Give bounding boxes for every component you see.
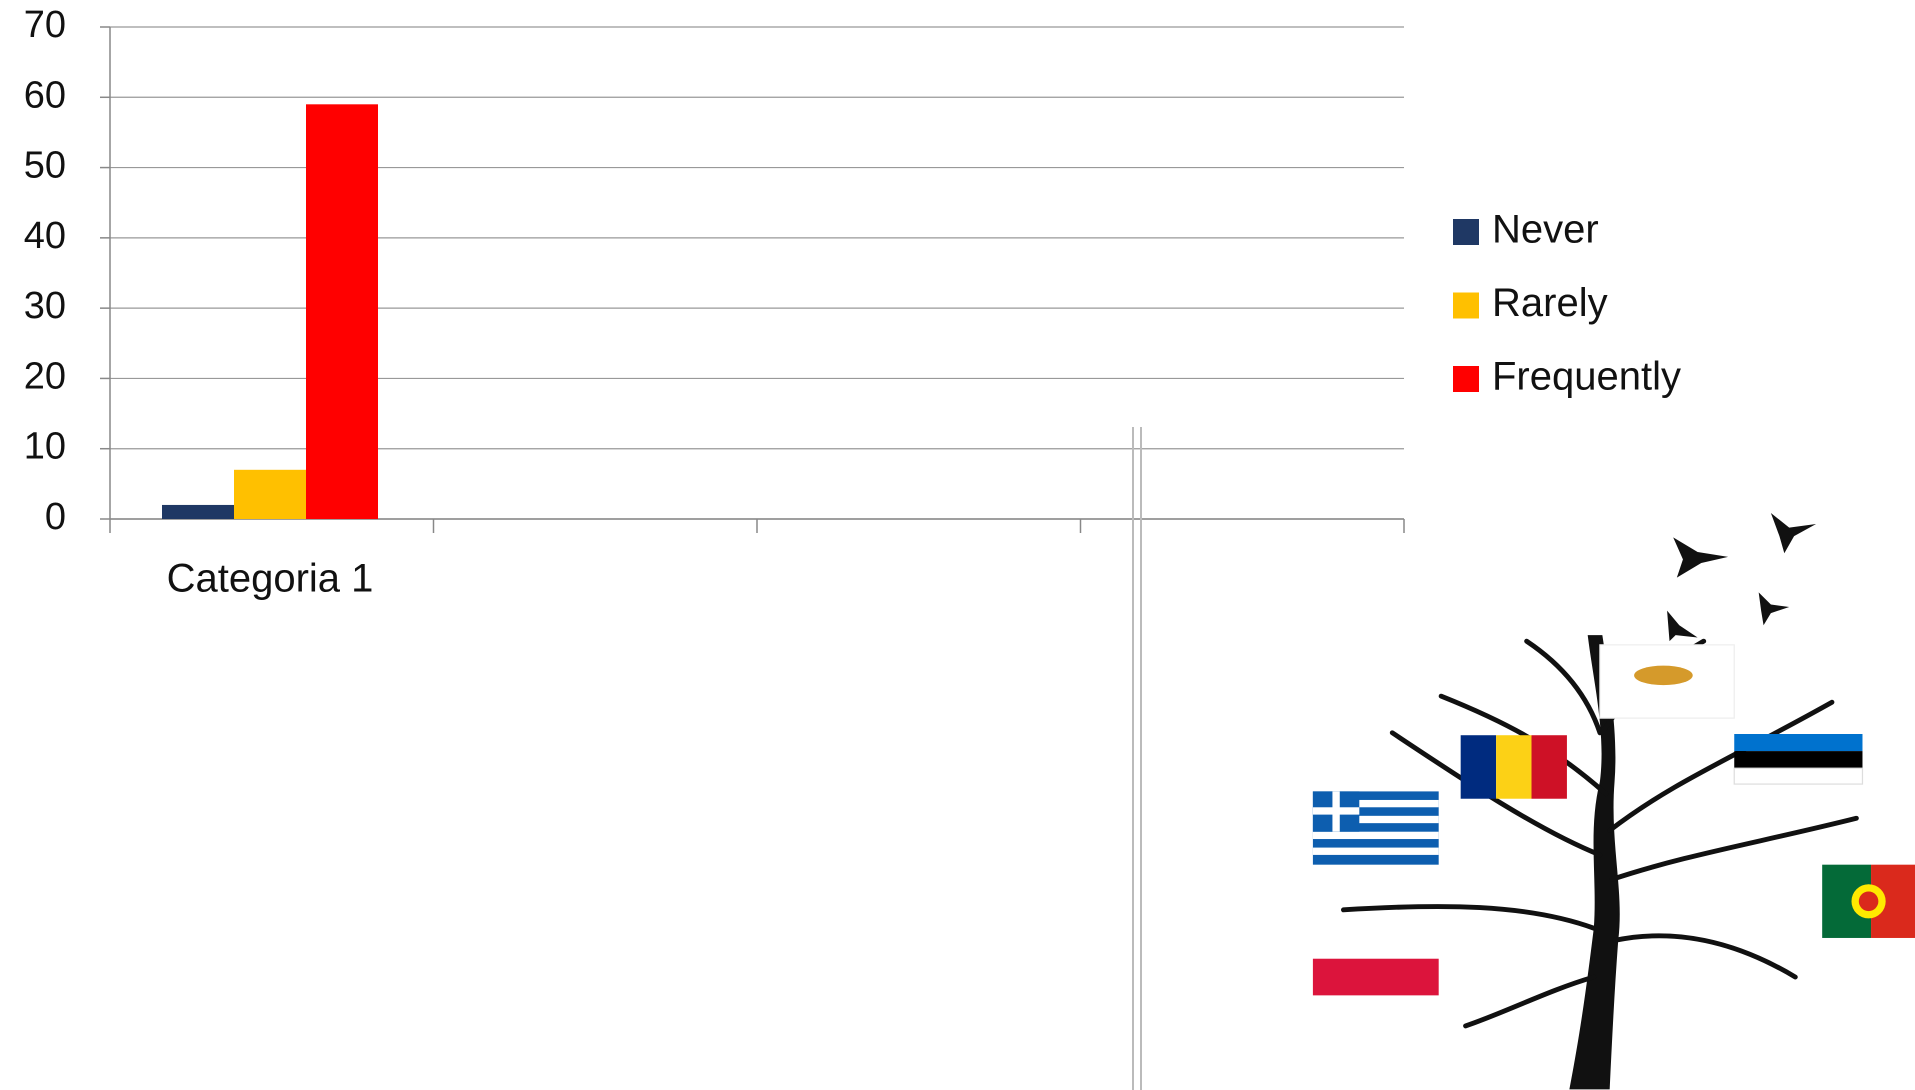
y-tick-label: 10 <box>24 426 66 468</box>
legend-label: Rarely <box>1492 281 1608 325</box>
plot: 0 10 20 30 40 50 60 70 Categoria 1 Never Rarely Fre… <box>24 4 1681 601</box>
legend-label: Frequently <box>1492 355 1681 399</box>
y-tick-label: 0 <box>45 496 66 538</box>
tree-trunk <box>1569 635 1620 1090</box>
bar <box>234 469 306 519</box>
flag-portugal <box>1822 864 1915 938</box>
bar <box>306 104 378 520</box>
y-tick-label: 60 <box>24 74 66 116</box>
y-tick-label: 30 <box>24 285 66 327</box>
legend-label: Never <box>1492 208 1599 252</box>
tree-illustration <box>1312 512 1915 1090</box>
legend-swatch <box>1453 366 1479 392</box>
y-tick-label: 50 <box>24 145 66 187</box>
y-tick-label: 70 <box>24 4 66 46</box>
flag-estonia <box>1733 734 1864 785</box>
legend-swatch <box>1453 219 1479 245</box>
flag-greece <box>1312 791 1439 865</box>
flag-cyprus <box>1599 644 1735 719</box>
divider <box>1132 427 1142 1090</box>
bar <box>162 504 234 519</box>
flag-poland <box>1312 958 1439 996</box>
y-tick-label: 40 <box>24 215 66 257</box>
y-tick-label: 20 <box>24 355 66 397</box>
legend-swatch <box>1453 292 1479 319</box>
flag-romania <box>1460 735 1567 799</box>
x-tick-label: Categoria 1 <box>167 557 374 601</box>
birds <box>1667 512 1817 642</box>
